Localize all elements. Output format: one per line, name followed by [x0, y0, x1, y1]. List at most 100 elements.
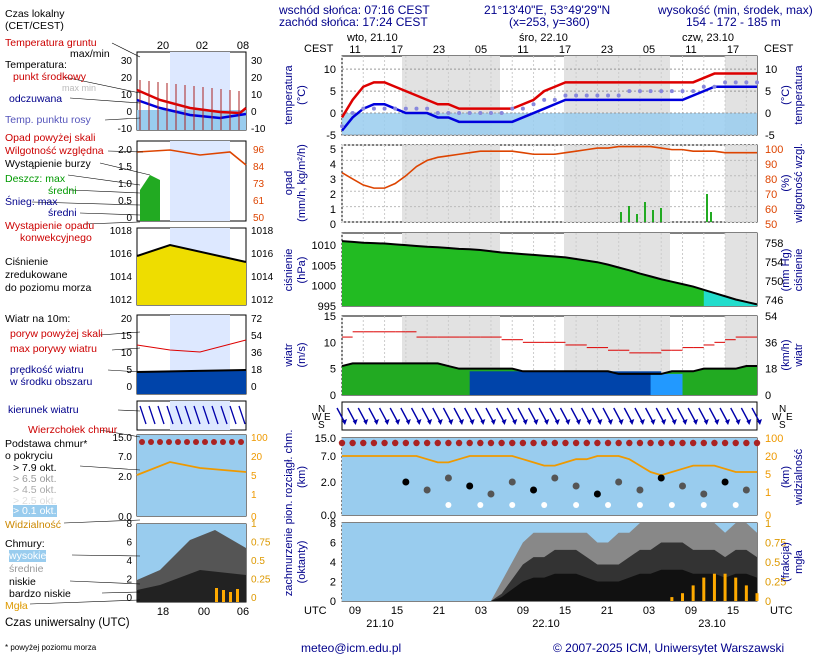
dew-point-dot [584, 93, 589, 98]
cloud-top-dot [583, 439, 590, 447]
legend-cloud-top: Wierzchołek chmur [28, 424, 118, 436]
legend-pres-tick-right: 1014 [251, 272, 274, 283]
dew-point-dot [542, 97, 547, 102]
precip-tick-right: 50 [765, 219, 777, 231]
legend-temp-tick-right: -10 [251, 124, 266, 135]
dew-point-dot [648, 89, 653, 94]
cloud-top-dot [732, 439, 739, 447]
hour-label-bottom: 15 [727, 605, 739, 617]
panel-label-wind-right-unit: (km/h) [780, 339, 792, 370]
hour-label-bottom: 03 [475, 605, 487, 617]
cl-tick-right: 0 [765, 596, 771, 608]
legend-temp-tick-right: 20 [251, 73, 263, 84]
dew-point-dot [467, 111, 472, 116]
cloud-top-dot [509, 439, 516, 447]
dew-point-dot [499, 111, 504, 116]
dir-s-left: S [318, 420, 325, 431]
cloud-top-dot [360, 439, 367, 447]
dew-point-dot [712, 84, 717, 89]
low-cloud-dot [541, 502, 548, 508]
panel-label-pres-left-unit: (hPa) [296, 257, 308, 284]
cb-tick-left: 2.0 [321, 477, 336, 489]
cb-tick-left: 7.0 [321, 451, 336, 463]
legend-bottom-tick: 00 [198, 606, 210, 618]
low-cloud-dot [636, 502, 643, 508]
legend-wind-kmh-tick: 18 [251, 365, 263, 376]
cb-tick-left: 15.0 [315, 433, 336, 445]
hour-label-bottom: 09 [517, 605, 529, 617]
hour-label-bottom: 15 [391, 605, 403, 617]
cloud-top-dot [455, 439, 463, 447]
panel-label-temp-right: temperatura [793, 64, 805, 124]
legend-cl-tick: 8 [126, 519, 132, 530]
legend-okt-65: > 6.5 okt. [13, 473, 57, 485]
dew-point-dot [350, 111, 355, 116]
wind-dir-arrowhead [661, 419, 667, 425]
legend-gust-line [136, 339, 247, 353]
legend-wind-tick: 0 [126, 382, 132, 393]
legend-leader-line [99, 429, 141, 438]
legend-leader-line [117, 409, 141, 412]
cloud-top-dot [477, 439, 484, 447]
temp-tick-right: 10 [765, 64, 777, 76]
cloud-top-dot [402, 439, 410, 447]
cloud-base-dot [700, 490, 708, 498]
wind-dir-arrowhead [501, 419, 507, 425]
hour-label-top: 11 [349, 44, 360, 56]
dew-point-dot [616, 93, 621, 98]
legend-wind-arrow [184, 405, 192, 425]
footer-email[interactable]: meteo@icm.edu.pl [301, 641, 402, 655]
precip-tick-right: 90 [765, 159, 777, 171]
cloud-base-dot [508, 478, 516, 486]
legend-apparent-temp: odczuwana [9, 93, 63, 105]
dew-point-dot [510, 106, 515, 111]
cl-tick-right: 1 [765, 518, 771, 530]
legend-temp-tick-left: 20 [121, 73, 133, 84]
cloud-top-dot [668, 439, 676, 447]
wind-dir-arrowhead [448, 419, 454, 425]
cloud-base-dot [721, 478, 729, 486]
legend-precip-tick: 1.5 [118, 162, 132, 173]
wind-dir-arrowhead [735, 419, 741, 425]
panel-label-wind-left: wiatr [283, 343, 295, 368]
legend-clouds-high: wysokie [9, 550, 47, 562]
legend-leader-line [107, 150, 144, 153]
cloud-top-dot [551, 439, 559, 447]
legend-local-time: Czas lokalny [5, 8, 65, 20]
pres-tick-left: 1010 [312, 240, 336, 252]
dew-point-dot [595, 93, 600, 98]
legend-vis-tick: 20 [251, 452, 263, 463]
elevation-values: 154 - 172 - 185 m [686, 15, 781, 29]
wind-dir-arrowhead [565, 419, 571, 425]
legend-conv-precip-1: Wystąpienie opadu [5, 220, 95, 232]
humidity-line [341, 145, 757, 189]
dew-point-dot [552, 97, 557, 102]
temp-tick-left: 10 [324, 64, 336, 76]
low-cloud-dot [445, 502, 452, 508]
cloud-top-dot [604, 439, 612, 447]
temp-tick-right: 0 [765, 108, 771, 120]
hour-label-bottom: 21 [433, 605, 445, 617]
low-cloud-dot [509, 502, 516, 508]
cloud-base-dot [615, 478, 623, 486]
cloud-top-dot [711, 439, 718, 447]
legend-pres-tick-right: 1018 [251, 226, 274, 237]
dew-point-dot [691, 89, 696, 94]
legend-pres-tick-left: 1018 [110, 226, 133, 237]
legend-temp-tick-left: 30 [121, 56, 133, 67]
day-label-bottom: 23.10 [698, 618, 726, 630]
cb-tick-left: 0.0 [321, 510, 336, 522]
legend-top-tick: 20 [157, 40, 169, 52]
dew-point-dot [627, 89, 632, 94]
precip-tick-right: 100 [765, 144, 783, 156]
legend-wind-kmh-tick: 72 [251, 314, 263, 325]
legend-leader-line [99, 331, 141, 336]
legend-snow-avg: średni [48, 207, 77, 219]
hour-label-bottom: 15 [559, 605, 571, 617]
cloud-base-dot [572, 482, 580, 490]
dew-point-dot [606, 93, 611, 98]
dew-point-dot [435, 111, 440, 116]
legend-cb-tick: 15.0 [113, 433, 133, 444]
panel-label-temp-left: temperatura [283, 64, 295, 124]
legend-cb-tick: 0.0 [118, 512, 132, 523]
